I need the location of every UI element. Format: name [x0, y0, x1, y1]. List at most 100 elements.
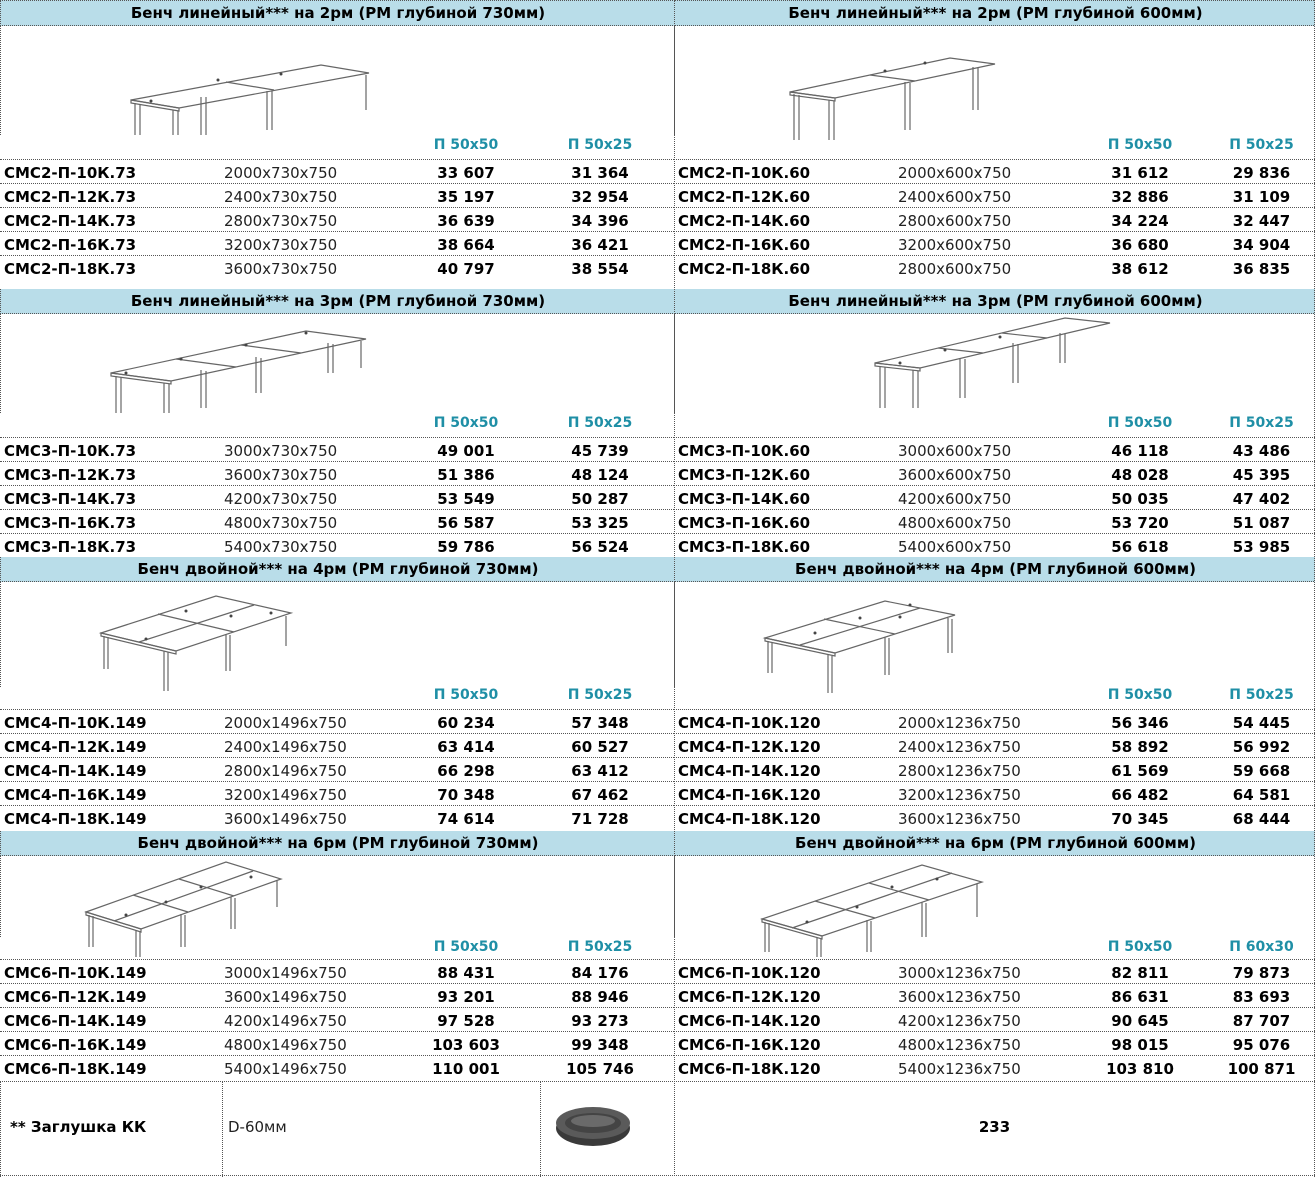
price-profile-1: 66 482 [1111, 786, 1169, 804]
price-profile-1: 88 431 [437, 964, 495, 982]
product-size: 2400х1236х750 [898, 738, 1021, 756]
product-block-right: П 50х50 П 50х25 СМС3-П-10К.60 3000х600х75… [674, 313, 1315, 557]
section-header-left: Бенч двойной*** на 6рм (РМ глубиной 730м… [0, 831, 675, 856]
price-profile-1: 60 234 [437, 714, 495, 732]
table-row: СМС2-П-16К.60 3200х600х750 36 680 34 904 [674, 231, 1315, 255]
product-code: СМС2-П-12К.60 [678, 188, 811, 206]
bench-3rm-icon [110, 330, 367, 413]
price-profile-1: 40 797 [437, 260, 495, 278]
product-code: СМС3-П-14К.73 [4, 490, 137, 508]
price-profile-2: 59 668 [1232, 762, 1291, 780]
table-row: СМС4-П-16К.149 3200х1496х750 70 348 67 462 [0, 781, 674, 805]
divider [0, 1082, 1, 1177]
product-code: СМС4-П-18К.120 [678, 810, 821, 828]
product-code: СМС3-П-12К.73 [4, 466, 137, 484]
product-size: 4800х730х750 [224, 514, 338, 532]
product-code: СМС4-П-10К.120 [678, 714, 821, 732]
product-code: СМС6-П-10К.149 [4, 964, 147, 982]
product-size: 2800х600х750 [898, 212, 1012, 230]
product-code: СМС2-П-10К.60 [678, 164, 811, 182]
table-row: СМС2-П-12К.60 2400х600х750 32 886 31 109 [674, 183, 1315, 207]
product-code: СМС2-П-16К.73 [4, 236, 137, 254]
table-row: СМС3-П-16К.60 4800х600х750 53 720 51 087 [674, 509, 1315, 533]
bench-6rm-icon [759, 864, 985, 957]
table-row: СМС4-П-18К.120 3600х1236х750 70 345 68 444 [674, 805, 1315, 829]
column-header-profile-2: П 60х30 [1229, 939, 1294, 955]
price-profile-2: 32 447 [1232, 212, 1291, 230]
price-profile-1: 103 603 [432, 1036, 500, 1054]
price-profile-1: 36 680 [1111, 236, 1169, 254]
product-code: СМС3-П-12К.60 [678, 466, 811, 484]
product-size: 3200х1496х750 [224, 786, 347, 804]
table-row: СМС6-П-14К.149 4200х1496х750 97 528 93 273 [0, 1007, 674, 1031]
price-profile-1: 63 414 [437, 738, 495, 756]
bench-image [0, 25, 674, 135]
table-row: СМС4-П-14К.149 2800х1496х750 66 298 63 412 [0, 757, 674, 781]
product-size: 3600х1236х750 [898, 810, 1021, 828]
column-header-profile-1: П 50х50 [1107, 939, 1173, 955]
price-profile-1: 59 786 [437, 538, 495, 556]
product-code: СМС6-П-18К.149 [4, 1060, 147, 1078]
product-size: 3600х1236х750 [898, 988, 1021, 1006]
table-row: СМС6-П-14К.120 4200х1236х750 90 645 87 707 [674, 1007, 1315, 1031]
product-size: 2000х1236х750 [898, 714, 1021, 732]
column-header-profile-1: П 50х50 [433, 687, 499, 703]
price-profile-2: 51 087 [1232, 514, 1291, 532]
product-size: 2000х600х750 [898, 164, 1012, 182]
price-profile-1: 74 614 [437, 810, 495, 828]
price-profile-1: 35 197 [437, 188, 495, 206]
table-row: СМС2-П-12К.73 2400х730х750 35 197 32 954 [0, 183, 674, 207]
price-profile-2: 93 273 [571, 1012, 629, 1030]
section-header-right: Бенч двойной*** на 6рм (РМ глубиной 600м… [674, 831, 1315, 856]
price-profile-1: 82 811 [1111, 964, 1169, 982]
section-header-right: Бенч линейный*** на 2рм (РМ глубиной 600… [674, 0, 1315, 26]
product-size: 4800х1496х750 [224, 1036, 347, 1054]
product-code: СМС6-П-16К.120 [678, 1036, 821, 1054]
price-profile-1: 70 345 [1111, 810, 1169, 828]
column-header-profile-1: П 50х50 [433, 415, 499, 431]
product-code: СМС2-П-14К.60 [678, 212, 811, 230]
price-profile-2: 53 325 [571, 514, 629, 532]
product-code: СМС6-П-18К.120 [678, 1060, 821, 1078]
product-block-right: П 50х50 П 50х25 СМС2-П-10К.60 2000х600х75… [674, 25, 1315, 289]
price-profile-1: 51 386 [437, 466, 495, 484]
section-header-left: Бенч двойной*** на 4рм (РМ глубиной 730м… [0, 557, 675, 582]
price-profile-2: 31 364 [571, 164, 629, 182]
bench-image [674, 581, 1315, 693]
bench-image [674, 855, 1315, 957]
product-code: СМС4-П-12К.120 [678, 738, 821, 756]
price-profile-2: 84 176 [571, 964, 629, 982]
price-profile-2: 45 739 [571, 442, 629, 460]
price-profile-2: 48 124 [571, 466, 629, 484]
product-size: 3600х1496х750 [224, 988, 347, 1006]
product-size: 3600х730х750 [224, 466, 338, 484]
table-row: СМС2-П-14К.60 2800х600х750 34 224 32 447 [674, 207, 1315, 231]
product-code: СМС3-П-18К.73 [4, 538, 137, 556]
product-code: СМС6-П-16К.149 [4, 1036, 147, 1054]
price-profile-2: 43 486 [1232, 442, 1291, 460]
product-code: СМС6-П-10К.120 [678, 964, 821, 982]
price-profile-1: 98 015 [1111, 1036, 1169, 1054]
product-code: СМС4-П-14К.149 [4, 762, 147, 780]
price-profile-2: 71 728 [571, 810, 629, 828]
bench-4rm-icon [762, 600, 956, 693]
price-profile-2: 99 348 [571, 1036, 629, 1054]
price-profile-2: 47 402 [1232, 490, 1291, 508]
column-header-profile-2: П 50х25 [567, 415, 633, 431]
product-code: СМС4-П-12К.149 [4, 738, 147, 756]
section-header-left: Бенч линейный*** на 2рм (РМ глубиной 730… [0, 0, 675, 26]
product-size: 5400х1496х750 [224, 1060, 347, 1078]
price-profile-1: 56 618 [1111, 538, 1169, 556]
product-size: 5400х1236х750 [898, 1060, 1021, 1078]
table-row: СМС4-П-12К.149 2400х1496х750 63 414 60 527 [0, 733, 674, 757]
table-row: СМС4-П-16К.120 3200х1236х750 66 482 64 581 [674, 781, 1315, 805]
product-size: 3600х1496х750 [224, 810, 347, 828]
price-profile-1: 90 645 [1111, 1012, 1169, 1030]
price-profile-1: 36 639 [437, 212, 495, 230]
product-code: СМС6-П-14К.149 [4, 1012, 147, 1030]
footer-price: 233 [978, 1118, 1011, 1136]
product-size: 2800х1236х750 [898, 762, 1021, 780]
price-profile-1: 53 549 [437, 490, 495, 508]
product-size: 2000х730х750 [224, 164, 338, 182]
bench-image [674, 313, 1315, 413]
